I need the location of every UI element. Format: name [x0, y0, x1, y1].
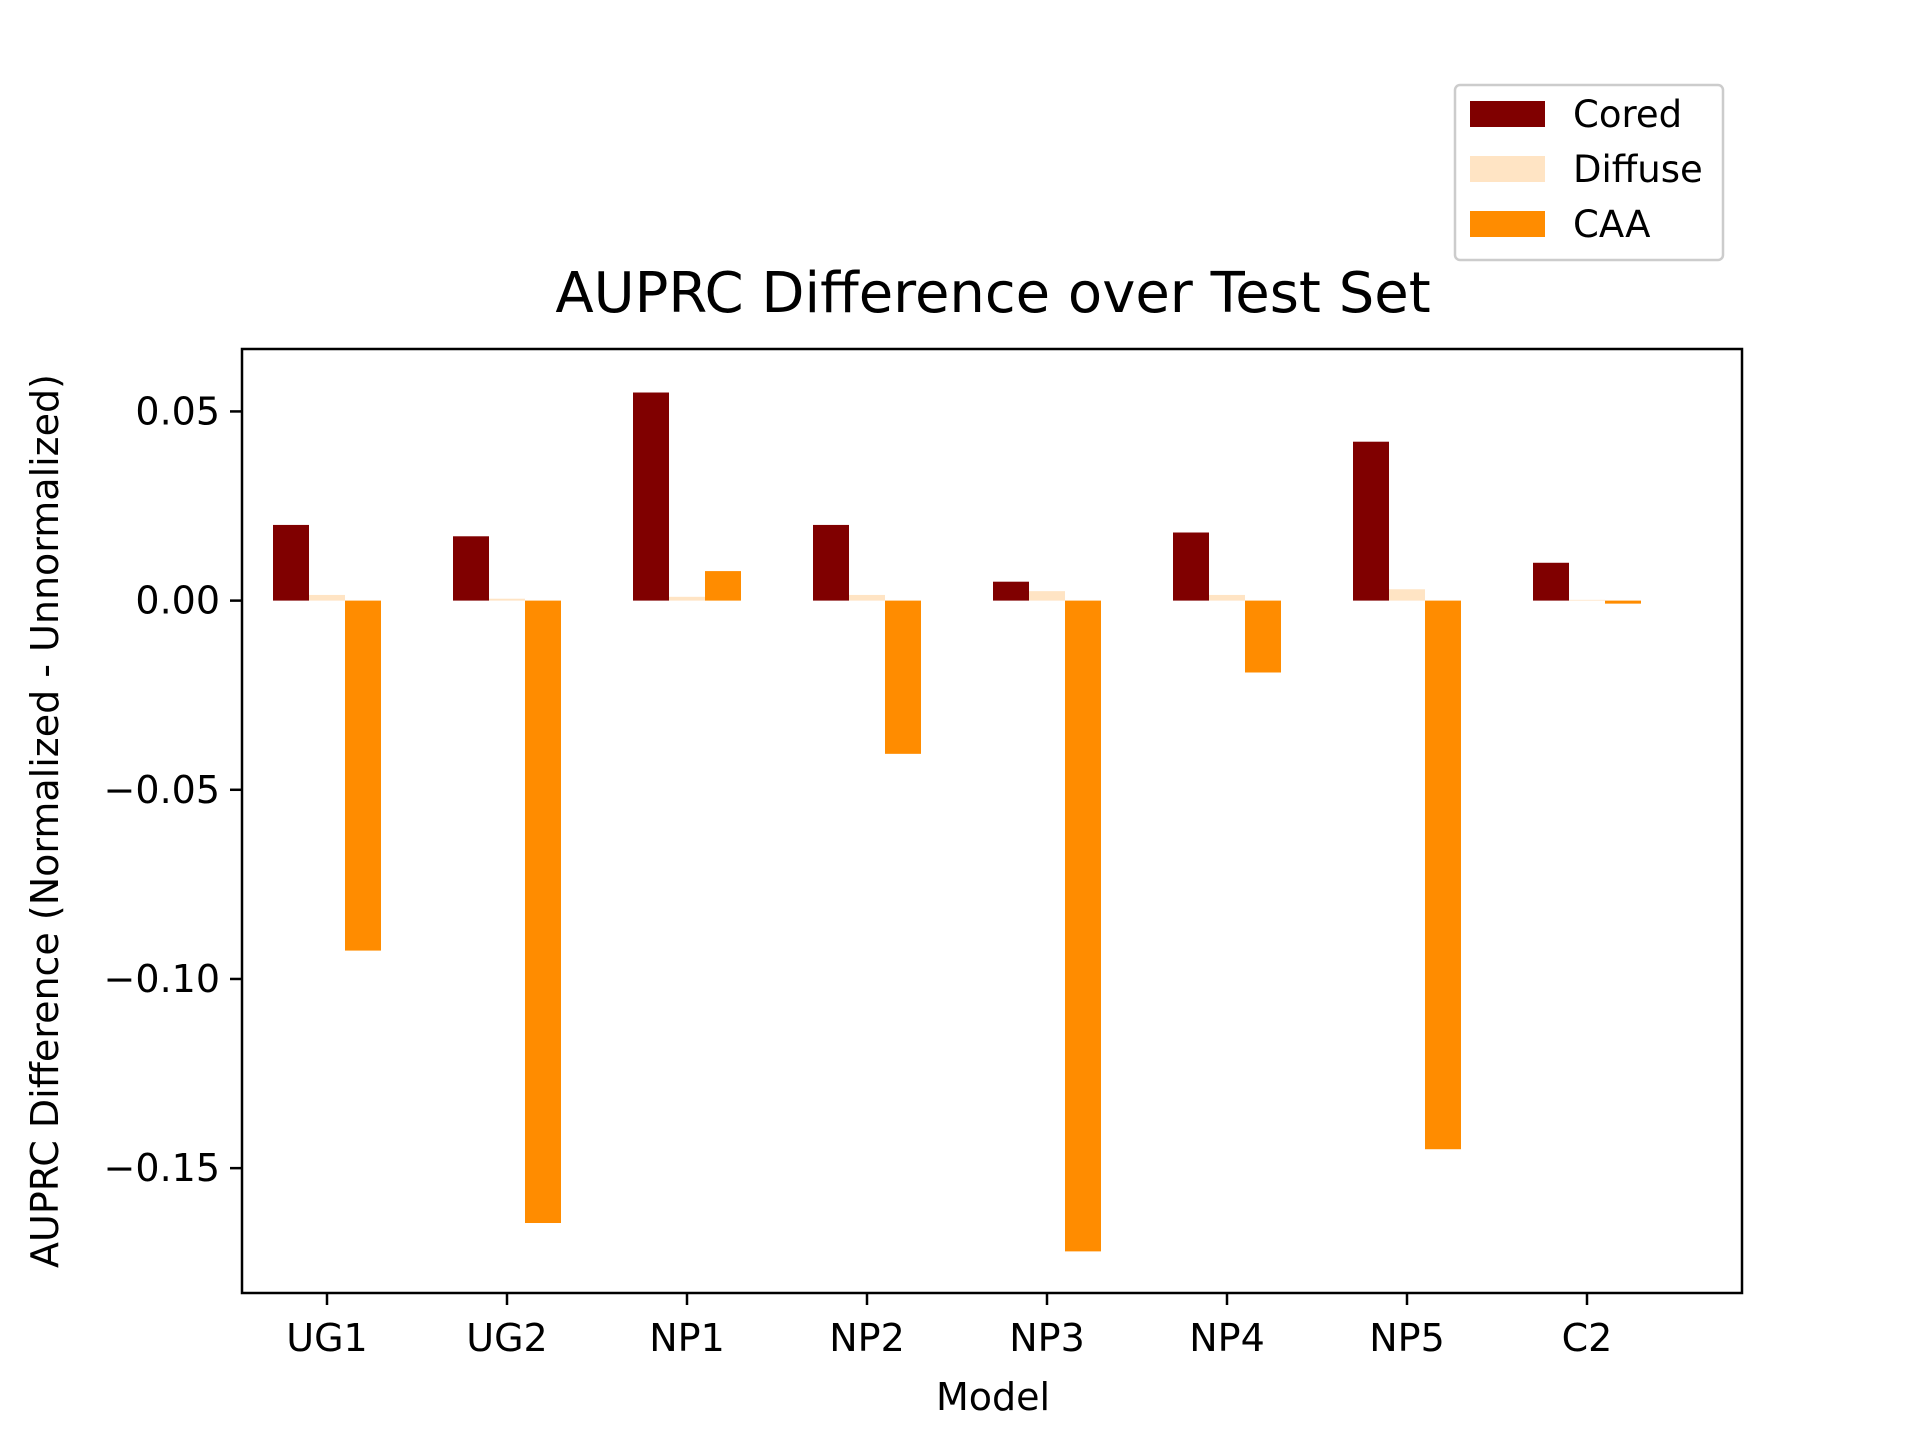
- x-tick-label: C2: [1562, 1316, 1613, 1360]
- plot-frame: [240, 347, 1744, 1295]
- y-axis-label: AUPRC Difference (Normalized - Unnormali…: [23, 374, 67, 1268]
- bar-caa-np4: [1245, 600, 1281, 673]
- bar-caa-np5: [1425, 600, 1461, 1150]
- bar-caa-c2: [1605, 600, 1641, 604]
- legend-swatch-cored: [1470, 101, 1545, 127]
- legend-swatch-diffuse: [1470, 156, 1545, 182]
- x-axis: UG1 UG2 NP1 NP2 NP3 NP4 NP5 C2: [286, 1293, 1612, 1360]
- legend-label-cored: Cored: [1573, 93, 1682, 136]
- bar-diffuse-ug2: [489, 598, 525, 601]
- bar-cored-ug1: [273, 524, 309, 601]
- bar-caa-np3: [1065, 600, 1101, 1252]
- chart-title: AUPRC Difference over Test Set: [555, 261, 1430, 326]
- x-tick-label: NP2: [829, 1316, 905, 1360]
- bar-caa-np1: [705, 571, 741, 601]
- legend-label-diffuse: Diffuse: [1573, 148, 1703, 191]
- y-tick-label: −0.15: [104, 1146, 220, 1190]
- bar-cored-np1: [633, 392, 669, 601]
- x-tick-label: NP3: [1009, 1316, 1085, 1360]
- x-tick-label: NP5: [1369, 1316, 1445, 1360]
- bar-cored-np2: [813, 524, 849, 601]
- bar-caa-ug1: [345, 600, 381, 951]
- bar-caa-np2: [885, 600, 921, 754]
- bar-cored-np3: [993, 581, 1029, 601]
- legend-label-caa: CAA: [1573, 203, 1651, 246]
- bars-group: [273, 392, 1641, 1252]
- x-tick-label: NP4: [1189, 1316, 1265, 1360]
- legend-swatch-caa: [1470, 211, 1545, 237]
- bar-diffuse-np1: [669, 596, 705, 601]
- y-tick-label: −0.05: [104, 768, 220, 812]
- y-axis: 0.05 0.00 −0.05 −0.10 −0.15: [104, 389, 242, 1190]
- bar-cored-np5: [1353, 441, 1389, 601]
- bar-diffuse-np4: [1209, 594, 1245, 601]
- bar-cored-ug2: [453, 536, 489, 601]
- bar-diffuse-np3: [1029, 591, 1065, 601]
- bar-cored-c2: [1533, 562, 1569, 601]
- x-tick-label: UG1: [286, 1316, 367, 1360]
- legend: Cored Diffuse CAA: [1453, 83, 1725, 262]
- bar-diffuse-np2: [849, 594, 885, 601]
- bar-cored-np4: [1173, 532, 1209, 601]
- bar-diffuse-c2: [1569, 599, 1605, 601]
- y-tick-label: 0.05: [135, 389, 220, 433]
- y-tick-label: 0.00: [135, 579, 220, 623]
- x-axis-label: Model: [936, 1375, 1050, 1419]
- bar-diffuse-ug1: [309, 594, 345, 601]
- bar-caa-ug2: [525, 600, 561, 1224]
- bar-diffuse-np5: [1389, 589, 1425, 601]
- x-tick-label: UG2: [466, 1316, 547, 1360]
- y-tick-label: −0.10: [104, 957, 220, 1001]
- x-tick-label: NP1: [649, 1316, 725, 1360]
